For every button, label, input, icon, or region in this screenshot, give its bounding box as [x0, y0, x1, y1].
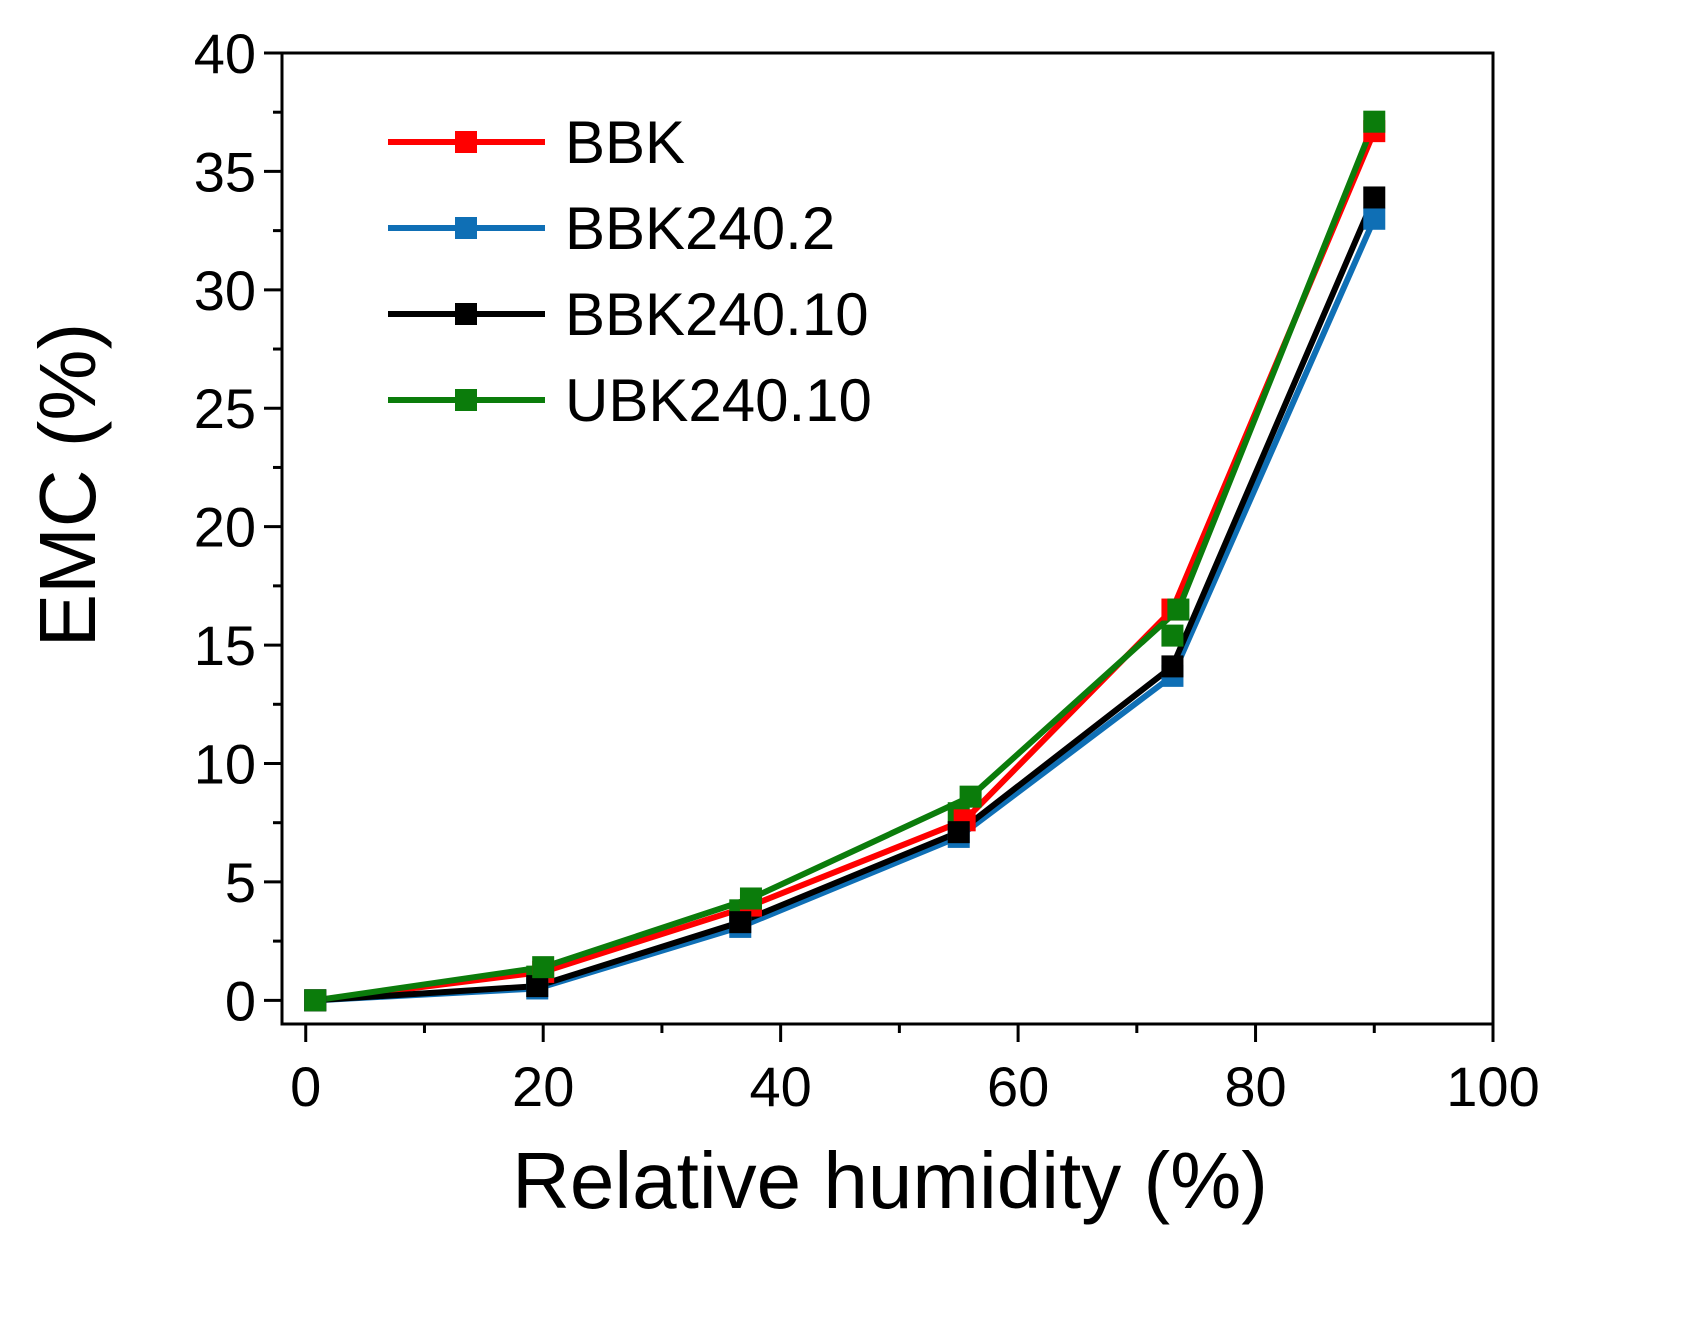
legend-marker-BBK240.10 — [455, 303, 477, 325]
y-tick-label: 0 — [225, 969, 256, 1032]
x-tick-label: 20 — [512, 1055, 574, 1118]
y-tick-label: 5 — [225, 851, 256, 914]
y-tick-label: 15 — [194, 614, 256, 677]
legend-label-BBK240.10: BBK240.10 — [565, 281, 869, 348]
series-line-UBK240.10 — [314, 120, 1378, 1004]
y-tick-label: 25 — [194, 377, 256, 440]
data-point-BBK240.10 — [729, 911, 752, 934]
data-point-BBK240.10 — [947, 821, 970, 844]
x-tick-label: 0 — [290, 1055, 321, 1118]
series-line-BBK — [314, 129, 1378, 1004]
data-point-BBK240.10 — [1161, 655, 1184, 678]
x-axis-title: Relative humidity (%) — [512, 1136, 1268, 1225]
ticks-layer — [264, 51, 1495, 1042]
y-tick-label: 20 — [194, 496, 256, 559]
y-tick-label: 35 — [194, 140, 256, 203]
data-point-UBK240.10 — [959, 785, 982, 808]
x-tick-label: 60 — [987, 1055, 1049, 1118]
legend-marker-BBK240.2 — [455, 217, 477, 239]
legend: BBK BBK240.2 BBK240.10 UBK240.10 — [388, 109, 872, 434]
data-point-UBK240.10 — [304, 989, 327, 1012]
x-tick-label: 40 — [749, 1055, 811, 1118]
legend-label-UBK240.10: UBK240.10 — [565, 367, 872, 434]
tick-labels-layer: 0 20 40 60 80 100 0 5 10 15 20 25 30 35 40 — [194, 22, 1540, 1118]
plot-frame — [280, 51, 1495, 1026]
y-tick-label: 10 — [194, 732, 256, 795]
data-point-BBK240.10 — [1363, 186, 1386, 209]
legend-label-BBK240.2: BBK240.2 — [565, 195, 835, 262]
data-point-UBK240.10 — [1167, 598, 1190, 621]
data-point-BBK240.2 — [1363, 207, 1386, 230]
legend-marker-UBK240.10 — [455, 389, 477, 411]
data-point-UBK240.10 — [739, 887, 762, 910]
y-tick-label: 30 — [194, 259, 256, 322]
x-tick-label: 80 — [1224, 1055, 1286, 1118]
data-point-UBK240.10 — [532, 956, 555, 979]
y-tick-label: 40 — [194, 22, 256, 85]
series-line-BBK240.10 — [315, 196, 1378, 1004]
x-tick-label: 100 — [1446, 1055, 1539, 1118]
data-point-BBK240.10 — [526, 975, 549, 998]
series-layer — [304, 110, 1386, 1012]
data-point-UBK240.10 — [1161, 624, 1184, 647]
legend-marker-BBK — [455, 131, 477, 153]
legend-label-BBK: BBK — [565, 109, 685, 176]
data-point-UBK240.10 — [1363, 110, 1386, 133]
y-axis-title: EMC (%) — [23, 323, 112, 647]
